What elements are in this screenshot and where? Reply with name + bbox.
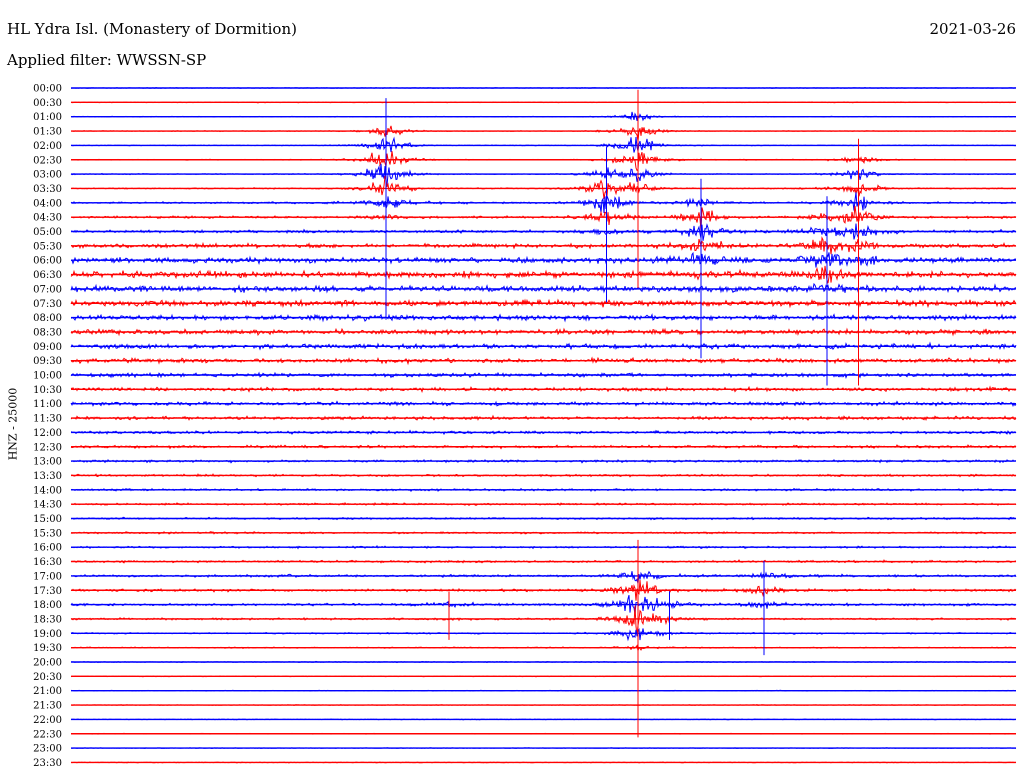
time-tick-label: 13:30 [33, 471, 62, 482]
time-tick-label: 10:00 [33, 371, 62, 382]
trace-line [70, 205, 1017, 232]
time-tick-label: 09:30 [33, 356, 62, 367]
time-tick-label: 08:30 [33, 327, 62, 338]
time-tick-label: 15:30 [33, 528, 62, 539]
time-tick-label: 03:00 [33, 170, 62, 181]
time-tick-label: 19:30 [33, 643, 62, 654]
time-tick-label: 12:30 [33, 442, 62, 453]
time-tick-label: 20:30 [33, 672, 62, 683]
time-tick-label: 00:00 [33, 84, 62, 95]
time-tick-label: 05:30 [33, 241, 62, 252]
time-tick-label: 03:30 [33, 184, 62, 195]
time-tick-label: 11:00 [33, 399, 62, 410]
station-title: HL Ydra Isl. (Monastery of Dormition) [7, 20, 297, 38]
time-tick-label: 04:30 [33, 213, 62, 224]
time-tick-label: 07:30 [33, 299, 62, 310]
time-tick-label: 08:00 [33, 313, 62, 324]
time-tick-label: 17:30 [33, 586, 62, 597]
time-tick-label: 01:00 [33, 112, 62, 123]
time-tick-label: 00:30 [33, 98, 62, 109]
time-tick-label: 15:00 [33, 514, 62, 525]
time-tick-label: 06:30 [33, 270, 62, 281]
time-tick-label: 16:30 [33, 557, 62, 568]
trace-line [70, 151, 1017, 172]
time-tick-label: 21:30 [33, 701, 62, 712]
time-tick-label: 18:30 [33, 614, 62, 625]
time-tick-label: 22:00 [33, 715, 62, 726]
time-tick-label: 23:30 [33, 758, 62, 769]
trace-line [70, 628, 1017, 642]
time-tick-label: 10:30 [33, 385, 62, 396]
time-tick-label: 02:00 [33, 141, 62, 152]
trace-line [70, 176, 1017, 199]
time-tick-label: 01:30 [33, 127, 62, 138]
time-tick-label: 17:00 [33, 571, 62, 582]
time-tick-label: 05:00 [33, 227, 62, 238]
time-tick-label: 06:00 [33, 256, 62, 267]
trace-line [70, 605, 1017, 635]
trace-line [70, 570, 1017, 584]
time-tick-label: 04:00 [33, 198, 62, 209]
time-tick-label: 14:30 [33, 500, 62, 511]
time-tick-label: 12:00 [33, 428, 62, 439]
time-tick-label: 02:30 [33, 155, 62, 166]
time-tick-label: 21:00 [33, 686, 62, 697]
time-tick-label: 09:00 [33, 342, 62, 353]
time-tick-label: 22:30 [33, 729, 62, 740]
time-tick-label: 19:00 [33, 629, 62, 640]
time-tick-label: 13:00 [33, 457, 62, 468]
time-tick-label: 20:00 [33, 658, 62, 669]
time-tick-label: 14:00 [33, 485, 62, 496]
date-label: 2021-03-26 [929, 20, 1016, 38]
time-tick-label: 23:00 [33, 744, 62, 755]
time-tick-label: 18:00 [33, 600, 62, 611]
time-tick-label: 16:00 [33, 543, 62, 554]
filter-label: Applied filter: WWSSN-SP [7, 51, 207, 69]
time-tick-label: 07:00 [33, 284, 62, 295]
trace-line [71, 125, 1017, 142]
time-tick-label: 11:30 [33, 414, 62, 425]
